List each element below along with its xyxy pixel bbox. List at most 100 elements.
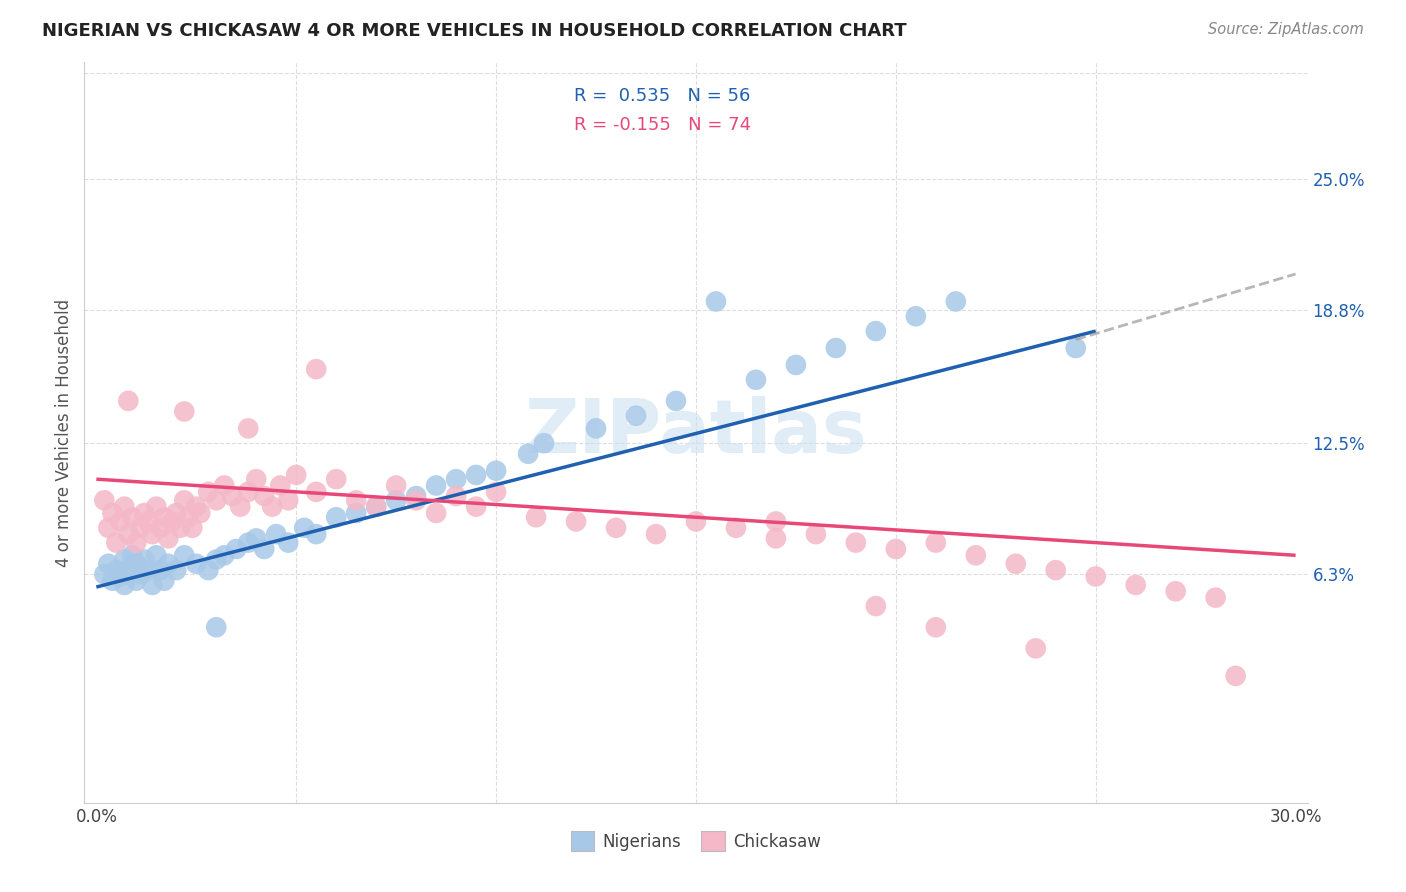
- Point: [253, 489, 276, 503]
- Point: [704, 294, 727, 309]
- Point: [238, 535, 260, 549]
- Point: [1225, 669, 1247, 683]
- Point: [1064, 341, 1087, 355]
- Point: [262, 500, 284, 514]
- Point: [1164, 584, 1187, 599]
- Point: [366, 500, 388, 514]
- Point: [93, 493, 115, 508]
- Point: [325, 510, 347, 524]
- Point: [785, 358, 807, 372]
- Point: [229, 500, 252, 514]
- Legend: Nigerians, Chickasaw: Nigerians, Chickasaw: [564, 825, 828, 857]
- Point: [173, 493, 195, 508]
- Point: [214, 549, 236, 563]
- Point: [765, 532, 787, 546]
- Point: [145, 500, 167, 514]
- Point: [405, 489, 427, 503]
- Point: [145, 549, 167, 563]
- Point: [344, 493, 367, 508]
- Point: [425, 478, 447, 492]
- Point: [129, 567, 152, 582]
- Point: [112, 578, 135, 592]
- Point: [97, 557, 120, 571]
- Point: [344, 506, 367, 520]
- Point: [112, 552, 135, 566]
- Point: [565, 515, 588, 529]
- Point: [269, 478, 291, 492]
- Point: [173, 404, 195, 418]
- Point: [93, 567, 115, 582]
- Point: [1205, 591, 1227, 605]
- Point: [285, 467, 308, 482]
- Point: [169, 521, 191, 535]
- Point: [165, 506, 187, 520]
- Point: [197, 563, 219, 577]
- Point: [305, 484, 328, 499]
- Point: [325, 472, 347, 486]
- Point: [188, 506, 211, 520]
- Point: [305, 527, 328, 541]
- Point: [186, 500, 208, 514]
- Point: [149, 521, 172, 535]
- Point: [665, 393, 688, 408]
- Point: [865, 599, 887, 613]
- Point: [177, 510, 200, 524]
- Point: [136, 515, 159, 529]
- Text: Source: ZipAtlas.com: Source: ZipAtlas.com: [1208, 22, 1364, 37]
- Point: [1125, 578, 1147, 592]
- Point: [117, 563, 139, 577]
- Point: [125, 557, 148, 571]
- Point: [129, 521, 152, 535]
- Point: [134, 552, 156, 566]
- Text: ZIPatlas: ZIPatlas: [524, 396, 868, 469]
- Point: [205, 552, 228, 566]
- Point: [149, 563, 172, 577]
- Point: [253, 541, 276, 556]
- Point: [366, 500, 388, 514]
- Point: [97, 521, 120, 535]
- Point: [645, 527, 668, 541]
- Point: [533, 436, 555, 450]
- Point: [117, 527, 139, 541]
- Point: [110, 515, 132, 529]
- Point: [765, 515, 787, 529]
- Point: [904, 310, 927, 324]
- Point: [624, 409, 647, 423]
- Point: [205, 620, 228, 634]
- Text: R =  0.535   N = 56: R = 0.535 N = 56: [574, 87, 749, 104]
- Point: [264, 527, 287, 541]
- Point: [1025, 641, 1047, 656]
- Point: [153, 574, 176, 588]
- Point: [925, 620, 948, 634]
- Point: [585, 421, 607, 435]
- Point: [153, 510, 176, 524]
- Point: [141, 578, 163, 592]
- Point: [197, 484, 219, 499]
- Point: [865, 324, 887, 338]
- Point: [101, 574, 124, 588]
- Point: [238, 484, 260, 499]
- Point: [238, 421, 260, 435]
- Point: [845, 535, 868, 549]
- Point: [136, 563, 159, 577]
- Point: [221, 489, 243, 503]
- Point: [405, 493, 427, 508]
- Point: [465, 467, 488, 482]
- Point: [121, 549, 143, 563]
- Point: [225, 541, 247, 556]
- Point: [517, 447, 540, 461]
- Point: [444, 489, 467, 503]
- Point: [485, 464, 508, 478]
- Point: [425, 506, 447, 520]
- Point: [162, 515, 184, 529]
- Text: R = -0.155   N = 74: R = -0.155 N = 74: [574, 116, 751, 135]
- Point: [465, 500, 488, 514]
- Point: [804, 527, 827, 541]
- Text: NIGERIAN VS CHICKASAW 4 OR MORE VEHICLES IN HOUSEHOLD CORRELATION CHART: NIGERIAN VS CHICKASAW 4 OR MORE VEHICLES…: [42, 22, 907, 40]
- Point: [1045, 563, 1067, 577]
- Point: [245, 472, 267, 486]
- Point: [214, 478, 236, 492]
- Point: [277, 535, 299, 549]
- Point: [685, 515, 707, 529]
- Point: [121, 510, 143, 524]
